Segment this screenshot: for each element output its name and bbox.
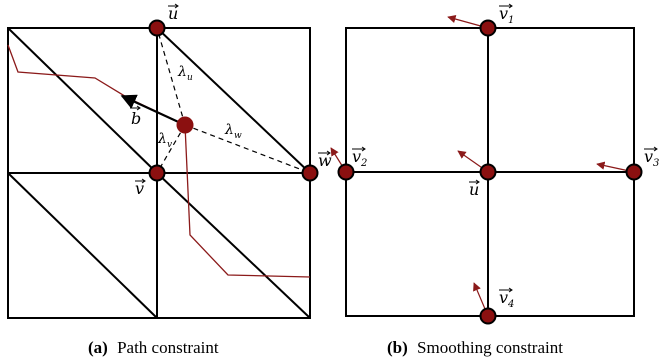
caption-b-tag: (b) bbox=[387, 338, 408, 357]
svg-text:u: u bbox=[168, 4, 178, 23]
svg-text:λ: λ bbox=[224, 122, 234, 138]
svg-text:b: b bbox=[131, 109, 141, 128]
lambda-w-line bbox=[184, 124, 311, 174]
svg-text:1: 1 bbox=[508, 15, 514, 26]
caption-a-tag: (a) bbox=[88, 338, 108, 357]
svg-text:λ: λ bbox=[157, 131, 167, 147]
svg-text:v: v bbox=[167, 140, 172, 150]
panel-a: u v w b λ u λ v λ w bbox=[7, 3, 332, 357]
b-vector-arrow bbox=[120, 94, 186, 126]
path-segment-out bbox=[184, 124, 311, 278]
label-v3: v 3 bbox=[644, 146, 659, 169]
label-v: v bbox=[135, 178, 146, 198]
caption-a-text: Path constraint bbox=[117, 338, 219, 357]
label-b: b bbox=[130, 105, 141, 128]
svg-text:v: v bbox=[499, 288, 508, 307]
svg-text:w: w bbox=[234, 131, 242, 141]
caption-b-text: Smoothing constraint bbox=[417, 338, 563, 357]
svg-text:4: 4 bbox=[507, 299, 514, 310]
node-v3 bbox=[625, 163, 643, 181]
label-w: w bbox=[318, 150, 332, 170]
node-v2 bbox=[337, 163, 355, 181]
svg-text:v: v bbox=[499, 4, 508, 23]
panel-a-diagonal-4 bbox=[156, 172, 311, 319]
label-v2: v 2 bbox=[352, 146, 367, 169]
svg-text:u: u bbox=[469, 180, 479, 199]
svg-text:2: 2 bbox=[360, 158, 367, 169]
svg-text:v: v bbox=[135, 179, 144, 198]
label-v1: v 1 bbox=[499, 3, 514, 26]
label-lambda-u: λ u bbox=[177, 64, 193, 83]
svg-text:3: 3 bbox=[653, 158, 659, 169]
label-lambda-w: λ w bbox=[224, 122, 242, 141]
label-lambda-v: λ v bbox=[157, 131, 172, 150]
node-v4 bbox=[479, 307, 497, 325]
svg-text:u: u bbox=[187, 73, 193, 83]
svg-text:λ: λ bbox=[177, 64, 187, 80]
label-v4: v 4 bbox=[499, 287, 514, 310]
lambda-v-line bbox=[156, 124, 186, 174]
node-v bbox=[148, 164, 166, 182]
svg-text:v: v bbox=[644, 147, 653, 166]
node-v1 bbox=[479, 19, 497, 37]
node-u bbox=[148, 19, 166, 37]
svg-text:w: w bbox=[318, 151, 332, 170]
label-u-center: u bbox=[469, 179, 480, 199]
label-u: u bbox=[168, 3, 179, 23]
caption-a: (a) Path constraint bbox=[88, 338, 219, 357]
caption-b: (b) Smoothing constraint bbox=[387, 338, 563, 357]
path-point bbox=[176, 116, 194, 134]
panel-a-diagonal-2 bbox=[156, 27, 311, 174]
node-u-center bbox=[479, 163, 497, 181]
panel-a-diagonal-3 bbox=[7, 172, 158, 319]
lambda-u-line bbox=[156, 27, 186, 126]
panel-b: v 1 v 2 u v 3 v 4 (b bbox=[330, 3, 659, 357]
svg-text:v: v bbox=[352, 147, 361, 166]
node-w bbox=[301, 164, 319, 182]
panel-a-diagonal-1 bbox=[7, 27, 158, 174]
